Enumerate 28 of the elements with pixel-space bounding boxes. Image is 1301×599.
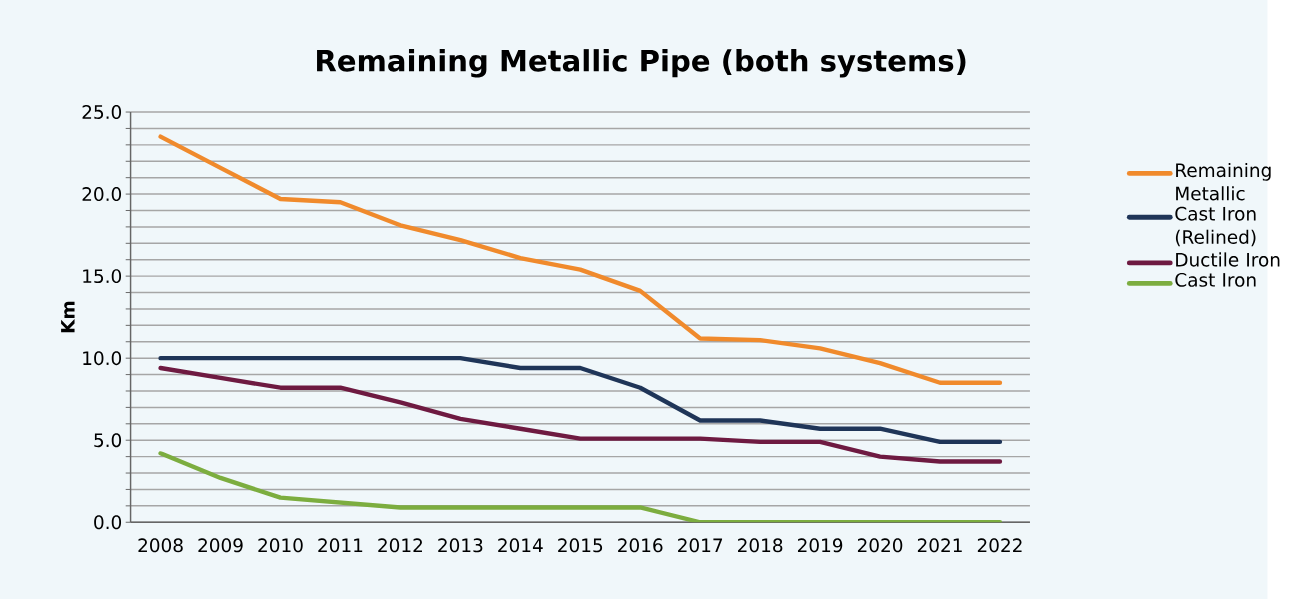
line-series xyxy=(158,134,1003,385)
x-tick-label: 2012 xyxy=(378,538,422,553)
x-tick-label: 2019 xyxy=(797,538,843,553)
x-tick-label: 2016 xyxy=(618,538,663,553)
y-tick-label: 0.0 xyxy=(94,515,122,530)
y-tick-label: 10.0 xyxy=(83,351,122,366)
x-tick-label: 2015 xyxy=(558,538,603,553)
x-tick-label: 2020 xyxy=(857,538,903,553)
x-tick-label: 2011 xyxy=(318,538,363,553)
x-tick-label: 2021 xyxy=(917,538,962,553)
legend-label: Cast Iron (Relined) xyxy=(1175,206,1256,247)
y-tick-label: 5.0 xyxy=(94,433,122,448)
x-tick-label: 2010 xyxy=(258,538,303,553)
x-tick-label: 2018 xyxy=(738,538,783,553)
x-tick-label: 2009 xyxy=(198,538,243,553)
x-tick-label: 2022 xyxy=(977,538,1022,553)
legend-label: Cast Iron xyxy=(1175,272,1256,287)
y-tick-label: 25.0 xyxy=(82,104,122,119)
legend-label: Remaining Metallic xyxy=(1176,162,1271,201)
x-tick-label: 2017 xyxy=(678,538,723,553)
y-tick-label: 15.0 xyxy=(83,269,122,283)
y-tick-label: 20.0 xyxy=(82,187,122,201)
x-tick-label: 2008 xyxy=(138,538,183,553)
chart-title: Remaining Metallic Pipe (both systems) xyxy=(317,49,966,78)
y-axis-title: Km xyxy=(61,301,75,333)
x-tick-label: 2014 xyxy=(498,538,543,553)
legend-label: Ductile Iron xyxy=(1176,252,1280,267)
x-tick-label: 2013 xyxy=(438,538,483,553)
